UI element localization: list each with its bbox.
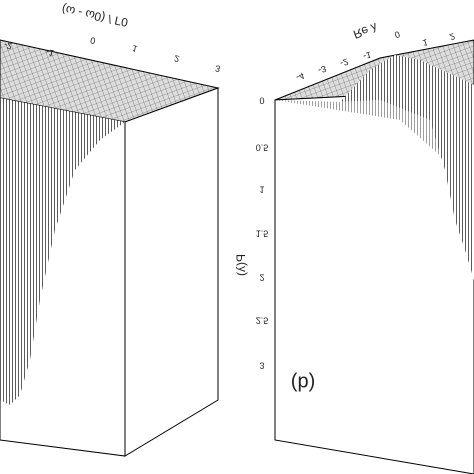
tick-label: -1 xyxy=(362,50,373,62)
tick-label: -2 xyxy=(3,40,13,51)
tick-label: -2 xyxy=(339,57,350,69)
tick-label: 2 xyxy=(173,53,180,64)
tick-label: 0 xyxy=(393,29,401,40)
left-block xyxy=(0,39,220,457)
tick-label: -3 xyxy=(317,64,328,76)
tick-label: 2.5 xyxy=(256,316,269,326)
tick-label: 0 xyxy=(89,35,96,46)
tick-label: 2 xyxy=(448,31,456,42)
tick-label: 1 xyxy=(131,43,138,54)
tick-label: 1.5 xyxy=(256,229,269,239)
tick-label: 1 xyxy=(421,37,429,48)
axis-title: (ω - ω0) / Γ0 xyxy=(60,2,129,30)
tick-label: -4 xyxy=(295,71,306,83)
axis-title: Re λ xyxy=(351,20,379,42)
axis-title: P(λ) xyxy=(234,254,248,276)
tick-label: 3 xyxy=(214,63,221,74)
right-block xyxy=(274,39,474,474)
tick-label: 1 xyxy=(259,185,264,195)
tick-label: 2 xyxy=(259,273,264,283)
tick-label: 0.5 xyxy=(256,143,269,153)
tick-label: 3 xyxy=(259,361,264,371)
panel-label: (b) xyxy=(291,372,315,394)
tick-label: 0 xyxy=(259,96,264,106)
tick-label: -1 xyxy=(45,47,55,58)
